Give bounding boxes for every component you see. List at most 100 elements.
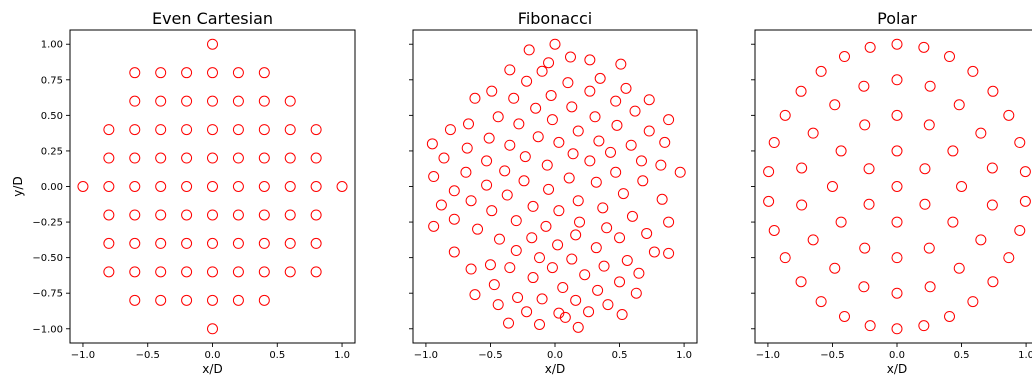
data-point	[284, 209, 296, 221]
data-point	[232, 181, 244, 192]
data-point	[232, 266, 244, 278]
data-point	[103, 152, 115, 164]
data-point	[858, 281, 870, 293]
data-point	[181, 209, 193, 221]
data-point	[155, 152, 167, 164]
data-point	[513, 118, 525, 130]
data-point	[232, 124, 244, 136]
data-point	[919, 198, 931, 210]
x-tick-label: 0.0	[547, 350, 563, 361]
y-tick-label: 0.00	[41, 182, 63, 193]
data-point	[953, 99, 965, 111]
data-point	[207, 38, 218, 50]
data-point	[572, 321, 584, 333]
data-point	[207, 181, 218, 192]
data-point	[579, 269, 591, 281]
data-point	[207, 209, 218, 221]
data-point	[310, 266, 322, 278]
data-point	[492, 299, 504, 311]
x-tick-label: −0.5	[136, 350, 160, 361]
data-point	[504, 64, 516, 76]
data-point	[465, 195, 477, 207]
data-point	[521, 306, 533, 318]
data-point	[129, 95, 141, 107]
data-point	[534, 252, 546, 264]
x-tick-label: −1.0	[71, 350, 95, 361]
data-point	[181, 124, 193, 136]
data-point	[567, 148, 579, 160]
data-point	[543, 57, 555, 69]
chart-title: Even Cartesian	[152, 9, 273, 28]
data-point	[438, 152, 450, 164]
data-point	[483, 132, 495, 144]
x-tick-label: −1.0	[414, 350, 438, 361]
data-point	[967, 65, 979, 77]
data-point	[465, 263, 477, 275]
data-point	[944, 310, 956, 322]
data-point	[572, 195, 584, 207]
data-point	[807, 234, 819, 246]
data-point	[858, 80, 870, 92]
data-point	[630, 287, 642, 299]
data-point	[519, 151, 531, 163]
data-point	[779, 252, 791, 264]
data-point	[796, 199, 808, 211]
data-point	[566, 253, 578, 265]
data-point	[181, 67, 193, 79]
data-point	[472, 223, 484, 235]
data-point	[258, 152, 270, 164]
data-point	[284, 152, 296, 164]
data-point	[460, 166, 472, 178]
data-point	[564, 51, 576, 63]
data-point	[590, 242, 602, 254]
data-point	[863, 198, 875, 210]
data-point	[1003, 109, 1015, 121]
data-point	[584, 85, 596, 97]
data-point	[663, 114, 675, 126]
data-point	[1014, 224, 1026, 236]
y-axis-label: y/D	[11, 176, 25, 196]
data-point	[536, 65, 548, 77]
data-point	[859, 242, 871, 254]
data-point	[488, 279, 500, 291]
data-point	[526, 232, 538, 244]
data-point	[891, 323, 903, 335]
data-point	[614, 232, 626, 244]
data-point	[155, 294, 167, 306]
data-point	[637, 175, 649, 187]
data-point	[763, 195, 775, 207]
data-point	[103, 209, 115, 221]
data-point	[284, 95, 296, 107]
data-point	[829, 262, 841, 274]
data-point	[181, 237, 193, 249]
data-point	[807, 127, 819, 139]
x-tick-label: 1.0	[1018, 350, 1032, 361]
data-point	[891, 181, 903, 192]
data-point	[501, 189, 513, 201]
data-point	[572, 125, 584, 137]
data-point	[461, 142, 473, 154]
data-point	[546, 114, 558, 126]
y-tick-label: −0.75	[32, 289, 63, 300]
data-point	[986, 199, 998, 211]
data-point	[918, 320, 930, 332]
data-point	[155, 237, 167, 249]
data-point	[486, 205, 498, 217]
data-point	[602, 299, 614, 311]
data-point	[563, 172, 575, 184]
data-point	[610, 166, 622, 178]
panel-polar: Polar −1.0 −0.5 0.0 0.5 1.0 x/D	[751, 9, 1032, 376]
data-point	[481, 155, 493, 167]
data-point	[663, 247, 675, 259]
y-tick-label: 0.25	[41, 146, 63, 157]
data-point	[129, 152, 141, 164]
data-point	[155, 266, 167, 278]
data-point	[864, 41, 876, 53]
data-point	[835, 216, 847, 228]
data-point	[530, 102, 542, 114]
data-point	[129, 181, 141, 192]
data-point	[310, 209, 322, 221]
data-point	[826, 181, 838, 192]
x-tick-label: 1.0	[676, 350, 692, 361]
data-point	[552, 239, 564, 251]
